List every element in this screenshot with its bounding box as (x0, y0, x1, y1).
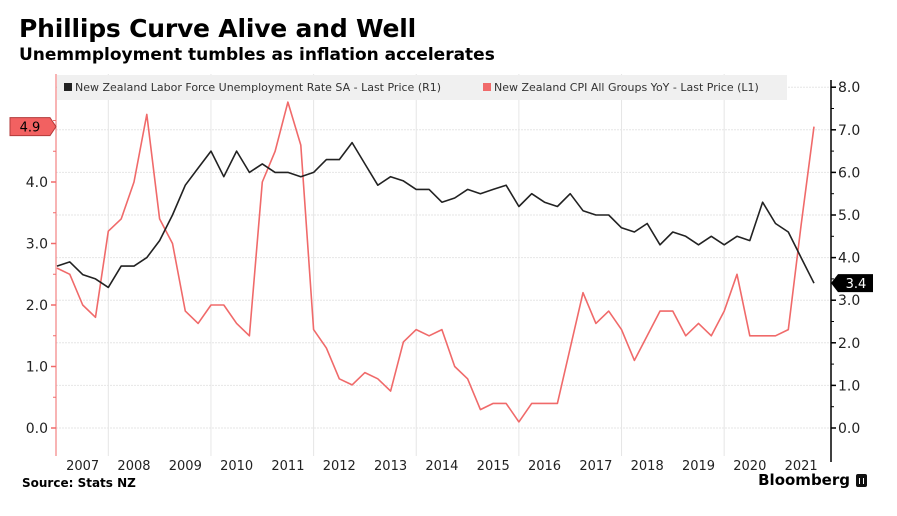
last-value-label-unemployment: 3.4 (846, 277, 867, 292)
x-axis-tick-label: 2018 (631, 459, 664, 474)
right-axis-tick-label: 6.0 (838, 165, 860, 181)
x-axis-tick-label: 2020 (733, 459, 766, 474)
source-note: Source: Stats NZ (22, 476, 136, 490)
legend-label-cpi: New Zealand CPI All Groups YoY - Last Pr… (494, 81, 759, 94)
right-axis-tick-label: 8.0 (838, 80, 860, 96)
left-axis-tick-label: 1.0 (26, 360, 48, 376)
x-axis-tick-label: 2016 (528, 459, 561, 474)
chart-title: Phillips Curve Alive and Well (19, 14, 416, 43)
right-axis-tick-label: 5.0 (838, 208, 860, 224)
x-axis-tick-label: 2019 (682, 459, 715, 474)
x-axis-tick-label: 2010 (220, 459, 253, 474)
x-axis-tick-label: 2011 (271, 459, 304, 474)
x-axis-tick-label: 2012 (323, 459, 356, 474)
left-axis-tick-label: 0.0 (26, 421, 48, 437)
last-value-label-cpi: 4.9 (20, 121, 41, 136)
right-axis-tick-label: 4.0 (838, 251, 860, 267)
right-axis-tick-label: 3.0 (838, 293, 860, 309)
legend-swatch-cpi (483, 83, 491, 91)
x-axis-tick-label: 2014 (425, 459, 458, 474)
brand-name: Bloomberg (758, 471, 850, 489)
left-axis-tick-label: 4.0 (26, 175, 48, 191)
right-axis-tick-label: 0.0 (838, 421, 860, 437)
x-axis-tick-label: 2017 (579, 459, 612, 474)
legend-swatch-unemployment (64, 83, 72, 91)
series-line-unemployment (56, 141, 815, 289)
legend-background (57, 75, 787, 100)
x-axis-tick-label: 2013 (374, 459, 407, 474)
right-axis-tick-label: 1.0 (838, 378, 860, 394)
bloomberg-terminal-icon (856, 473, 867, 487)
last-value-badge-unemployment (831, 274, 873, 293)
x-axis-tick-label: 2007 (66, 459, 99, 474)
brand-logo: Bloomberg (758, 471, 867, 489)
x-axis-tick-label: 2021 (785, 459, 818, 474)
last-value-badge-cpi (9, 117, 57, 137)
x-axis-tick-label: 2008 (117, 459, 150, 474)
right-axis-tick-label: 7.0 (838, 123, 860, 139)
x-axis-tick-label: 2009 (169, 459, 202, 474)
left-axis-tick-label: 3.0 (26, 237, 48, 253)
legend-label-unemployment: New Zealand Labor Force Unemployment Rat… (75, 81, 441, 94)
chart-subtitle: Unemmployment tumbles as inflation accel… (19, 45, 495, 65)
left-axis-tick-label: 2.0 (26, 298, 48, 314)
x-axis-tick-label: 2015 (477, 459, 510, 474)
right-axis-tick-label: 2.0 (838, 336, 860, 352)
series-line-cpi (56, 101, 815, 423)
